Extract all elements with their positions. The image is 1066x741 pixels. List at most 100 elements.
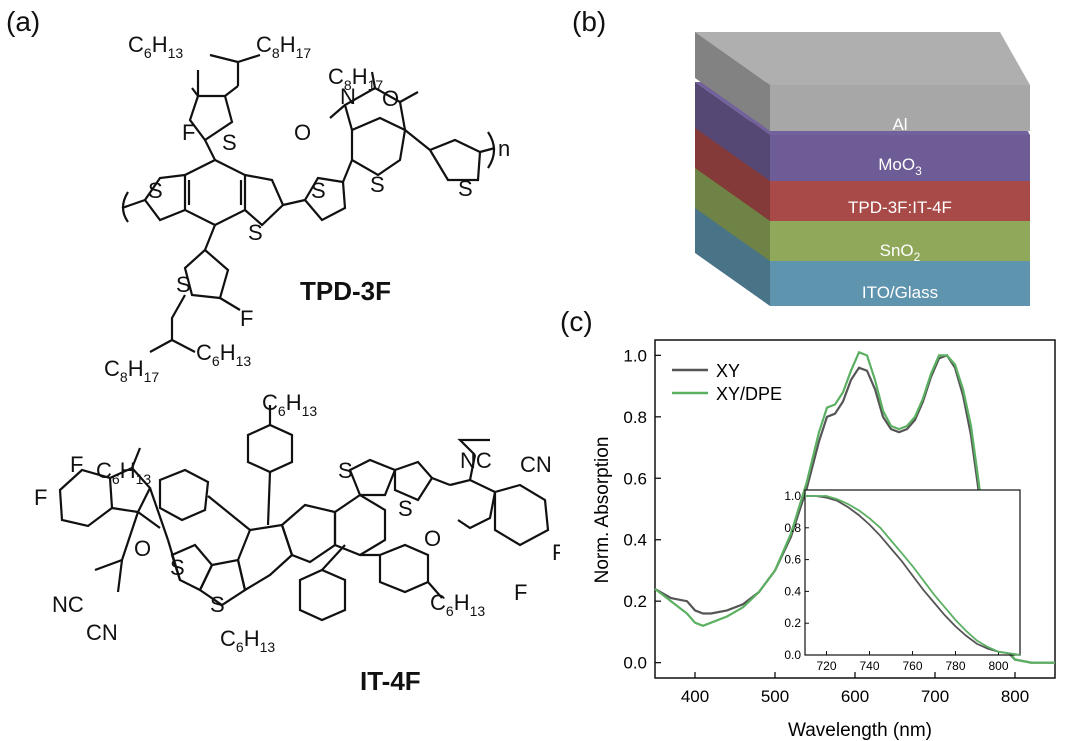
layer-top-face [695,32,1030,85]
nitrile-label-cn: CN [86,620,118,645]
layer-front-face [770,135,1030,181]
stack-layer-0: Al [695,32,1030,134]
legend-label-xy-dpe: XY/DPE [716,384,782,404]
chain-label-c8h17-bottom: C8H17 [104,356,159,385]
layer-label-4: ITO/Glass [862,283,938,302]
svg-text:C6H13: C6H13 [262,390,317,419]
x-tick-label: 500 [761,687,789,706]
y-tick-label: 0.2 [623,592,647,611]
atom-label-f: F [34,485,47,510]
svg-text:C6H13: C6H13 [430,590,485,619]
layer-front-face [770,85,1030,131]
panel-label-c: (c) [560,306,593,337]
svg-text:C8H17: C8H17 [256,32,311,61]
atom-label-f: F [182,120,195,145]
repeat-unit-n: n [498,136,510,161]
atom-label-s: S [210,592,225,617]
chemical-structures: F S S S S S S S F O O N n C6H13 C8H17 C8… [34,32,560,696]
inset-y-tick-label: 0.8 [784,521,801,535]
atom-label-o: O [134,536,151,561]
svg-text:C6H13: C6H13 [96,458,151,487]
y-tick-label: 1.0 [623,346,647,365]
inset-y-tick-label: 0.2 [784,616,801,630]
atom-label-s: S [176,272,191,297]
tpd-3f-skeleton [121,53,496,353]
chain-label-c6h13-aryl-top: C6H13 [262,390,317,419]
legend: XY XY/DPE [672,361,782,404]
polymer-name: TPD-3F [300,276,391,306]
atom-label-f: F [70,452,83,477]
svg-text:C8H17: C8H17 [328,64,383,93]
inset-x-tick-label: 740 [859,659,879,673]
chain-label-c8h17-tpd: C8H17 [328,64,383,93]
x-tick-label: 400 [681,687,709,706]
series-line-1 [654,350,1055,664]
atom-label-s: S [338,458,353,483]
chain-label-c6h13-bottom: C6H13 [196,340,251,369]
panel-label-b: (b) [572,6,607,37]
legend-label-xy: XY [716,361,740,381]
inset-frame [804,489,1021,656]
layer-side-face [695,82,770,181]
layer-label-al: Al [892,115,907,134]
layer-front-face [770,175,1030,221]
layer-label-3: SnO2 [880,241,921,264]
nitrile-label-nc: NC [460,448,492,473]
inset-y-tick-label: 0.6 [784,553,801,567]
y-axis-label: Norm. Absorption [592,437,613,584]
layer-label-2: TPD-3F:IT-4F [848,198,952,217]
chain-label-c6h13-aryl-bottom: C6H13 [220,626,275,655]
atom-label-s: S [458,176,473,201]
tpd-3f-atoms: F S S S S S S S F O O N n C6H13 C8H17 C8… [104,32,510,385]
acceptor-name: IT-4F [360,666,421,696]
inset-x-tick-label: 720 [816,659,836,673]
nitrile-label-cn: CN [520,452,552,477]
layer-front-face [770,215,1030,261]
inset-series-line-0 [805,495,1021,656]
chain-label-c6h13-aryl-left: C6H13 [96,458,151,487]
y-tick-label: 0.6 [623,469,647,488]
inset-x-tick-label: 800 [988,659,1008,673]
svg-text:C6H13: C6H13 [220,626,275,655]
atom-label-o: O [424,526,441,551]
atom-label-f: F [552,540,560,565]
inset-series-line-1 [805,495,1021,656]
x-axis-label: Wavelength (nm) [788,720,932,741]
atom-label-s: S [170,555,185,580]
it-4f-skeleton [58,405,550,622]
inset-x-tick-label: 780 [945,659,965,673]
atom-label-o: O [382,86,399,111]
it-4f-atoms: F F O NC CN S S S S O NC CN F F C6H13 C6… [34,390,560,696]
y-tick-label: 0.8 [623,408,647,427]
layer-side-face [695,32,770,131]
inset-x-tick-label: 760 [902,659,922,673]
chain-label-c8h17-top: C8H17 [256,32,311,61]
atom-label-o: O [294,120,311,145]
nitrile-label-nc: NC [52,592,84,617]
x-tick-label: 800 [1001,687,1029,706]
atom-label-s: S [148,178,163,203]
svg-text:C6H13: C6H13 [196,340,251,369]
layer-label-1: MoO3 [878,155,922,178]
series-line-0 [654,354,1055,664]
y-tick-label: 0.4 [623,531,647,550]
atom-label-s: S [222,130,237,155]
x-tick-label: 700 [921,687,949,706]
chain-label-c6h13-top: C6H13 [128,32,183,61]
atom-label-f: F [514,580,527,605]
atom-label-s: S [370,172,385,197]
chain-label-c6h13-aryl-right: C6H13 [430,590,485,619]
layer-front-face [770,260,1030,306]
svg-text:C8H17: C8H17 [104,356,159,385]
inset-y-tick-label: 0.4 [784,584,801,598]
y-tick-label: 0.0 [623,654,647,673]
layer-side-face [695,122,770,221]
layer-side-face [695,162,770,261]
panel-label-a: (a) [6,6,41,37]
atom-label-n: N [340,84,356,109]
x-tick-label: 600 [841,687,869,706]
atom-label-f: F [240,306,253,331]
atom-label-s: S [311,178,326,203]
